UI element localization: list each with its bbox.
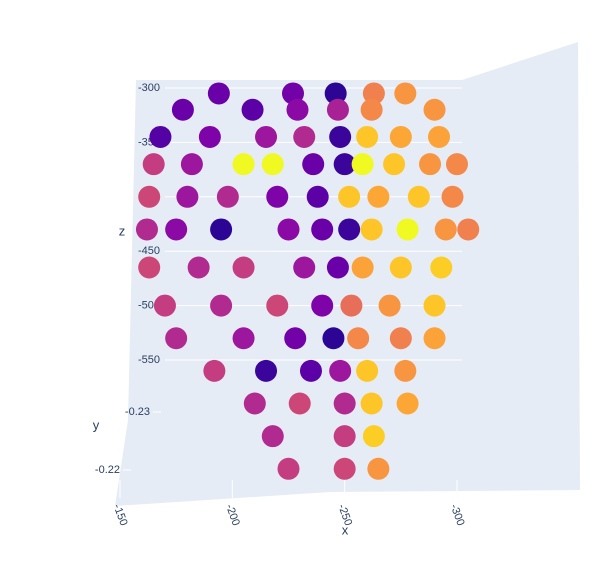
point: [284, 327, 307, 350]
point: [329, 359, 352, 382]
point: [389, 327, 412, 350]
x-tick-label: -250: [335, 503, 354, 528]
point: [180, 153, 203, 176]
x-tick-label: -300: [448, 503, 467, 528]
point: [210, 218, 233, 241]
z-axis-title: z: [119, 223, 126, 238]
point: [232, 327, 255, 350]
point: [394, 359, 417, 382]
point: [135, 218, 158, 241]
point: [383, 153, 406, 176]
point: [198, 125, 221, 148]
point: [423, 98, 446, 121]
point: [306, 185, 329, 208]
point: [367, 457, 390, 480]
point: [302, 153, 325, 176]
point: [446, 153, 468, 176]
point: [419, 153, 442, 176]
point: [261, 153, 284, 176]
point: [138, 185, 161, 208]
point: [356, 125, 379, 148]
point: [165, 218, 188, 241]
point: [457, 218, 480, 241]
point: [333, 425, 356, 448]
point: [333, 392, 356, 415]
point: [378, 294, 401, 317]
point: [430, 256, 453, 279]
z-tick-label: -550: [138, 354, 160, 366]
point: [261, 425, 284, 448]
point: [165, 327, 188, 350]
point: [232, 256, 255, 279]
point: [362, 425, 385, 448]
point: [153, 294, 176, 317]
point: [176, 185, 199, 208]
point: [266, 185, 289, 208]
y-tick-label: -0.23: [125, 406, 150, 418]
y-axis-title: y: [93, 417, 100, 432]
y-tick-label: -0.22: [95, 464, 120, 476]
point: [299, 359, 322, 382]
point: [171, 98, 194, 121]
point: [216, 185, 239, 208]
point: [389, 256, 412, 279]
point: [286, 98, 309, 121]
point: [138, 256, 161, 279]
point: [367, 185, 390, 208]
point: [255, 125, 278, 148]
point: [293, 256, 316, 279]
point: [241, 98, 264, 121]
point: [203, 359, 226, 382]
point: [407, 185, 430, 208]
point: [428, 125, 451, 148]
point: [288, 392, 311, 415]
point: [396, 392, 419, 415]
point: [142, 153, 165, 176]
x-tick-label: -200: [223, 503, 242, 528]
point: [434, 218, 457, 241]
point: [362, 82, 385, 105]
point: [255, 359, 278, 382]
point: [423, 327, 446, 350]
point: [360, 392, 383, 415]
point: [277, 218, 300, 241]
point: [266, 294, 289, 317]
point: [243, 392, 266, 415]
point: [311, 294, 334, 317]
point: [396, 218, 419, 241]
point: [232, 153, 255, 176]
point: [360, 218, 383, 241]
point: [394, 82, 417, 105]
point: [338, 218, 361, 241]
point: [360, 98, 383, 121]
point: [351, 153, 374, 176]
point: [293, 125, 316, 148]
point: [329, 125, 352, 148]
point: [187, 256, 210, 279]
point: [326, 256, 349, 279]
x-axis-title: x: [342, 522, 349, 537]
point: [389, 125, 412, 148]
point: [207, 82, 230, 105]
point: [340, 294, 363, 317]
point: [149, 125, 172, 148]
point: [423, 294, 446, 317]
point: [356, 359, 379, 382]
x-tick-label: -150: [111, 503, 130, 528]
point: [210, 294, 233, 317]
point: [441, 185, 464, 208]
point: [324, 82, 347, 105]
point: [333, 153, 356, 176]
z-tick-label: -450: [138, 245, 160, 257]
point: [333, 457, 356, 480]
point: [326, 98, 349, 121]
point: [351, 256, 374, 279]
point: [338, 185, 361, 208]
point: [322, 327, 345, 350]
point: [311, 218, 334, 241]
z-tick-label: -300: [138, 82, 160, 94]
point: [277, 457, 300, 480]
point: [347, 327, 370, 350]
